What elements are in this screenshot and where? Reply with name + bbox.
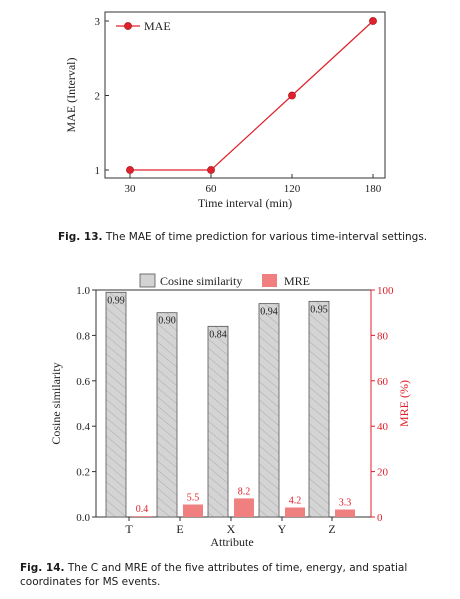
- bar-cosine: [207, 325, 229, 518]
- mae-series: [126, 17, 377, 174]
- right-y-axis-ticks: 0 20 40 60 80 100: [371, 285, 394, 524]
- right-y-axis-label: MRE (%): [397, 380, 411, 427]
- mae-line: [130, 20, 374, 171]
- x-tick-label: X: [227, 522, 236, 536]
- y-axis-label: MAE (Interval): [64, 58, 78, 133]
- right-tick-label: 40: [377, 421, 389, 433]
- legend: MAE: [116, 19, 171, 33]
- legend-label-mae: MAE: [144, 19, 171, 33]
- y-tick-label: 0.6: [76, 376, 90, 388]
- plot-frame: [104, 11, 386, 179]
- y-tick-label: 1.0: [76, 285, 90, 297]
- bar-mre: [335, 509, 355, 517]
- right-tick-label: 60: [377, 376, 389, 388]
- y-axis-ticks: 1 2 3: [95, 16, 109, 177]
- data-label-cosine: 0.99: [107, 295, 125, 306]
- x-tick-label: Y: [278, 522, 287, 536]
- right-tick-label: 80: [377, 330, 389, 342]
- figure-13-caption: Fig. 13. The MAE of time prediction for …: [58, 230, 458, 244]
- figure-13-caption-text: The MAE of time prediction for various t…: [105, 231, 428, 243]
- bar-cosine: [258, 303, 280, 518]
- bar-mre: [234, 498, 254, 517]
- data-label-cosine: 0.84: [209, 329, 227, 340]
- legend-swatch-mre: [262, 274, 277, 287]
- figure-13-caption-label: Fig. 13.: [58, 231, 103, 243]
- data-label-mre: 0.4: [136, 504, 149, 515]
- x-axis-ticks: 30 60 120 180: [125, 174, 382, 195]
- x-axis-label: Attribute: [210, 535, 253, 549]
- legend-swatch-cosine: [139, 273, 156, 288]
- y-tick-label: 3: [95, 16, 101, 28]
- data-label-mre: 5.5: [187, 493, 200, 504]
- x-tick-label: 60: [206, 183, 218, 195]
- data-label-mre: 8.2: [238, 486, 251, 497]
- data-label-mre: 3.3: [339, 498, 352, 509]
- data-label-mre: 4.2: [289, 495, 302, 506]
- x-tick-label: 180: [365, 183, 382, 195]
- y-tick-label: 1: [95, 165, 101, 177]
- y-tick-label: 0.4: [76, 421, 90, 433]
- plot-border: [104, 11, 386, 179]
- x-tick-label: T: [125, 522, 133, 536]
- left-y-axis-ticks: 0.0 0.2 0.4 0.6 0.8 1.0: [76, 285, 96, 524]
- x-tick-label: 120: [284, 183, 301, 195]
- right-tick-label: 100: [377, 285, 394, 297]
- legend-marker-mae: [124, 22, 132, 30]
- x-tick-label: 30: [125, 183, 137, 195]
- bars: 0.99 0.90 0.84 0.94 0.95 0.4 5.5 8.2 4.2 3.3: [105, 291, 355, 518]
- data-label-cosine: 0.90: [158, 316, 176, 327]
- legend-label-mre: MRE: [284, 274, 310, 288]
- y-tick-label: 2: [95, 91, 101, 103]
- legend-label-cosine: Cosine similarity: [160, 274, 242, 288]
- figure-14-caption-label: Fig. 14.: [20, 562, 65, 574]
- figure-14-caption-text: The C and MRE of the five attributes of …: [20, 562, 408, 588]
- bar-cosine: [156, 312, 178, 518]
- legend: Cosine similarity MRE: [139, 273, 310, 288]
- left-y-axis-label: Cosine similarity: [49, 362, 63, 444]
- x-tick-label: Z: [328, 522, 335, 536]
- y-tick-label: 0.0: [76, 512, 90, 524]
- x-axis-label: Time interval (min): [198, 196, 292, 210]
- bar-mre: [132, 516, 152, 517]
- x-tick-label: E: [176, 522, 183, 536]
- data-label-cosine: 0.94: [260, 307, 278, 318]
- bar-mre: [285, 507, 305, 517]
- plot-frame: [95, 289, 372, 518]
- right-tick-label: 20: [377, 467, 389, 479]
- data-label-cosine: 0.95: [310, 304, 328, 315]
- right-tick-label: 0: [377, 512, 383, 524]
- y-tick-label: 0.8: [76, 330, 90, 342]
- mae-line-chart: 1 2 3 30 60 120 180 MAE Time interval (min) M…: [64, 11, 386, 210]
- mae-point: [126, 166, 134, 174]
- bar-mre: [183, 504, 203, 517]
- mae-point: [207, 166, 215, 174]
- bar-cosine: [308, 300, 330, 518]
- mae-point: [288, 91, 296, 100]
- mae-point: [369, 17, 377, 25]
- y-tick-label: 0.2: [76, 467, 90, 479]
- figure-14-caption: Fig. 14. The C and MRE of the five attri…: [20, 561, 450, 589]
- bar-cosine: [105, 291, 127, 518]
